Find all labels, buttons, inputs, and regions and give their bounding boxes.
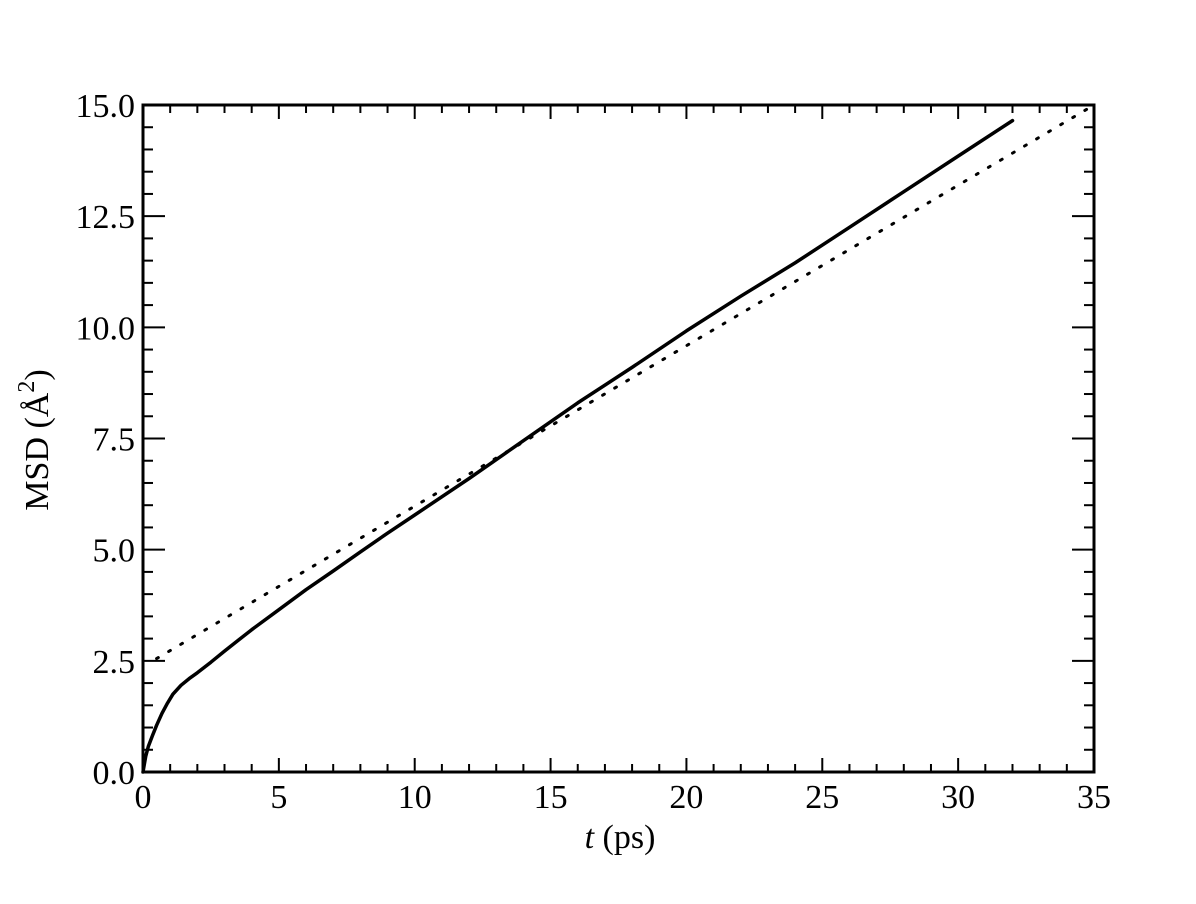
x-tick-label: 0 — [135, 779, 152, 816]
y-axis-title-unit: Å — [19, 392, 56, 417]
y-tick-label: 10.0 — [76, 310, 136, 347]
msd-curve — [141, 118, 1015, 774]
x-axis-title-unit: (ps) — [594, 819, 655, 856]
linear-fit-line — [155, 103, 1096, 661]
x-tick-label: 15 — [534, 779, 568, 816]
x-axis-title-variable: t — [585, 819, 596, 856]
series-layer — [141, 103, 1096, 774]
y-axis-title-sup: 2 — [14, 381, 40, 393]
plot-border — [141, 103, 1096, 774]
x-tick-label: 30 — [941, 779, 975, 816]
y-axis-title: MSD (Å2) — [14, 369, 56, 510]
y-tick-label: 15.0 — [76, 88, 136, 125]
y-tick-label: 5.0 — [93, 533, 136, 570]
x-tick-label: 10 — [398, 779, 432, 816]
y-tick-label: 2.5 — [93, 644, 136, 681]
x-tick-label: 20 — [669, 779, 703, 816]
plot-frame — [141, 103, 1096, 774]
x-axis-title: t (ps) — [585, 819, 656, 856]
y-tick-label: 0.0 — [93, 755, 136, 792]
x-tick-label: 5 — [270, 779, 287, 816]
y-axis-title-close: ) — [19, 369, 56, 380]
x-axis-ticks: 0 5 10 15 20 25 30 35 — [135, 105, 1111, 816]
x-tick-label: 35 — [1077, 779, 1111, 816]
y-axis-ticks: 0.0 2.5 5.0 7.5 10.0 12.5 15.0 — [76, 88, 1094, 792]
x-tick-label: 25 — [805, 779, 839, 816]
y-tick-label: 12.5 — [76, 199, 136, 236]
y-tick-label: 7.5 — [93, 422, 136, 459]
y-axis-title-main: MSD ( — [19, 417, 56, 511]
